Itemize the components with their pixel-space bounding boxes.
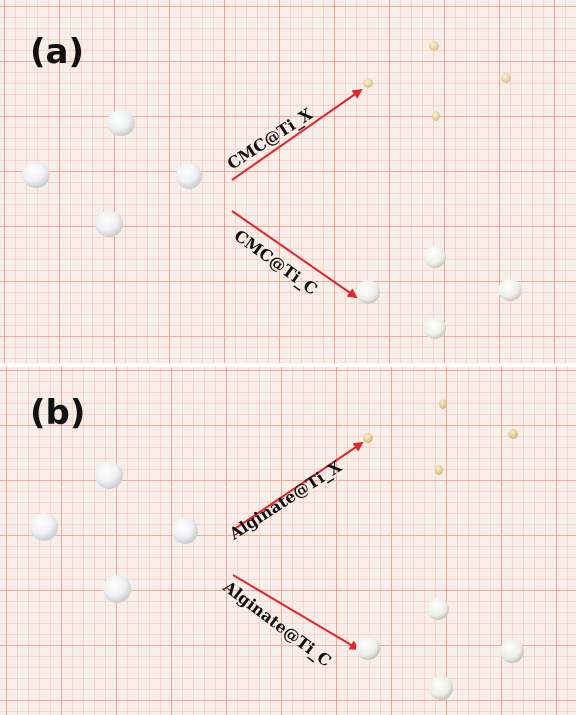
dried-bead-x (429, 41, 439, 51)
dried-bead-c (498, 279, 522, 301)
panel-b: (b) Alginate@Ti_X Alginate@Ti_C (0, 367, 576, 715)
dried-bead-x (363, 433, 373, 443)
dried-bead-x (435, 465, 443, 475)
wet-bead (176, 163, 202, 189)
dried-bead-c (424, 246, 446, 268)
wet-bead (107, 110, 135, 136)
dried-bead-x (501, 73, 511, 83)
wet-bead (172, 518, 198, 544)
wet-bead (95, 211, 123, 237)
wet-bead (22, 162, 50, 188)
wet-bead (103, 575, 131, 603)
dried-bead-c (356, 636, 380, 660)
wet-bead (30, 513, 58, 541)
wet-bead (95, 461, 123, 489)
panel-label-b: (b) (30, 393, 85, 433)
dried-bead-x (508, 429, 518, 439)
dried-bead-c (429, 676, 453, 700)
dried-bead-x (432, 111, 440, 121)
dried-bead-c (427, 598, 449, 620)
dried-bead-c (424, 317, 446, 339)
dried-bead-x (363, 78, 373, 88)
panel-label-a: (a) (30, 32, 84, 72)
dried-bead-c (356, 280, 380, 304)
dried-bead-c (500, 639, 524, 663)
panel-a: (a) CMC@Ti_X CMC@Ti_C (0, 0, 576, 363)
dried-bead-x (439, 399, 447, 409)
